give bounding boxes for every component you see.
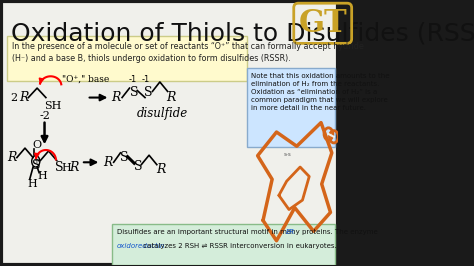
Text: "O⁺," base: "O⁺," base [62, 75, 109, 84]
FancyBboxPatch shape [247, 68, 335, 147]
Text: Disulfides are an important structural motif in many proteins. The enzyme: Disulfides are an important structural m… [117, 229, 380, 235]
Text: R: R [111, 91, 121, 104]
Text: In the presence of a molecule or set of reactants “O⁺” that can formally accept : In the presence of a molecule or set of … [12, 42, 365, 63]
Text: R: R [156, 163, 165, 176]
Text: SH: SH [45, 101, 62, 111]
Text: H: H [38, 172, 47, 181]
Text: Oxidation of Thiols to Disulfides (RSSR): Oxidation of Thiols to Disulfides (RSSR) [11, 22, 474, 46]
Text: O: O [32, 140, 41, 150]
FancyBboxPatch shape [8, 36, 247, 81]
Text: R: R [69, 161, 78, 174]
Text: GT: GT [298, 8, 347, 39]
Text: S: S [55, 161, 64, 174]
Text: +: + [33, 158, 39, 164]
Text: S: S [129, 86, 138, 99]
Text: catalyzes 2 RSH ⇌ RSSR interconversion in eukaryotes.: catalyzes 2 RSH ⇌ RSSR interconversion i… [141, 243, 337, 249]
Text: R: R [7, 151, 16, 164]
Text: Note that this oxidation amounts to the
elimination of H₂ from the reactants.
Ox: Note that this oxidation amounts to the … [251, 73, 389, 111]
Text: S: S [145, 86, 153, 99]
FancyBboxPatch shape [0, 1, 338, 265]
Text: S: S [120, 151, 128, 164]
Text: H: H [27, 179, 37, 189]
Text: -1: -1 [142, 75, 150, 84]
Text: H: H [62, 163, 71, 173]
Text: ER: ER [286, 229, 296, 235]
Text: S: S [32, 159, 41, 172]
Text: -2: -2 [39, 111, 50, 122]
Text: 2: 2 [10, 93, 17, 103]
Text: oxidoreductin: oxidoreductin [117, 243, 165, 249]
Text: s-s: s-s [284, 152, 292, 157]
Text: R: R [166, 91, 176, 104]
Text: S: S [134, 160, 142, 173]
Text: -1: -1 [128, 75, 137, 84]
Text: R: R [103, 156, 113, 169]
FancyBboxPatch shape [112, 224, 335, 265]
Text: disulfide: disulfide [137, 107, 189, 120]
Text: R: R [19, 91, 28, 104]
